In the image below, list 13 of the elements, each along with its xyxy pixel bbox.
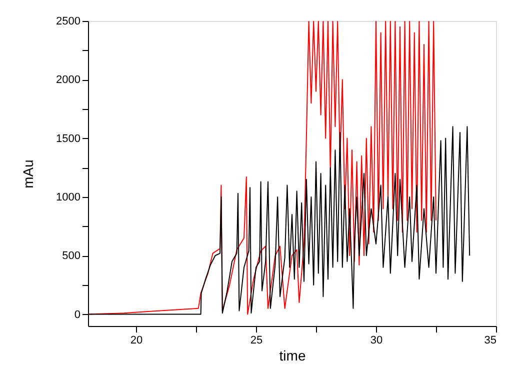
- x-tick-label: 30: [370, 334, 383, 346]
- x-tick-label: 35: [484, 334, 496, 346]
- y-tick-label: 1500: [56, 132, 80, 145]
- x-axis-title: time: [279, 348, 306, 364]
- y-tick-label: 2500: [56, 16, 80, 28]
- y-axis-title: mAu: [20, 160, 36, 188]
- x-tick-label: 20: [130, 334, 143, 346]
- x-tick-label: 25: [250, 334, 263, 346]
- y-tick-label: 0: [74, 308, 80, 321]
- y-tick-label: 2000: [56, 74, 80, 86]
- y-tick-label: 1000: [56, 191, 80, 204]
- y-tick-label: 500: [62, 250, 80, 262]
- line-series: [88, 21, 436, 315]
